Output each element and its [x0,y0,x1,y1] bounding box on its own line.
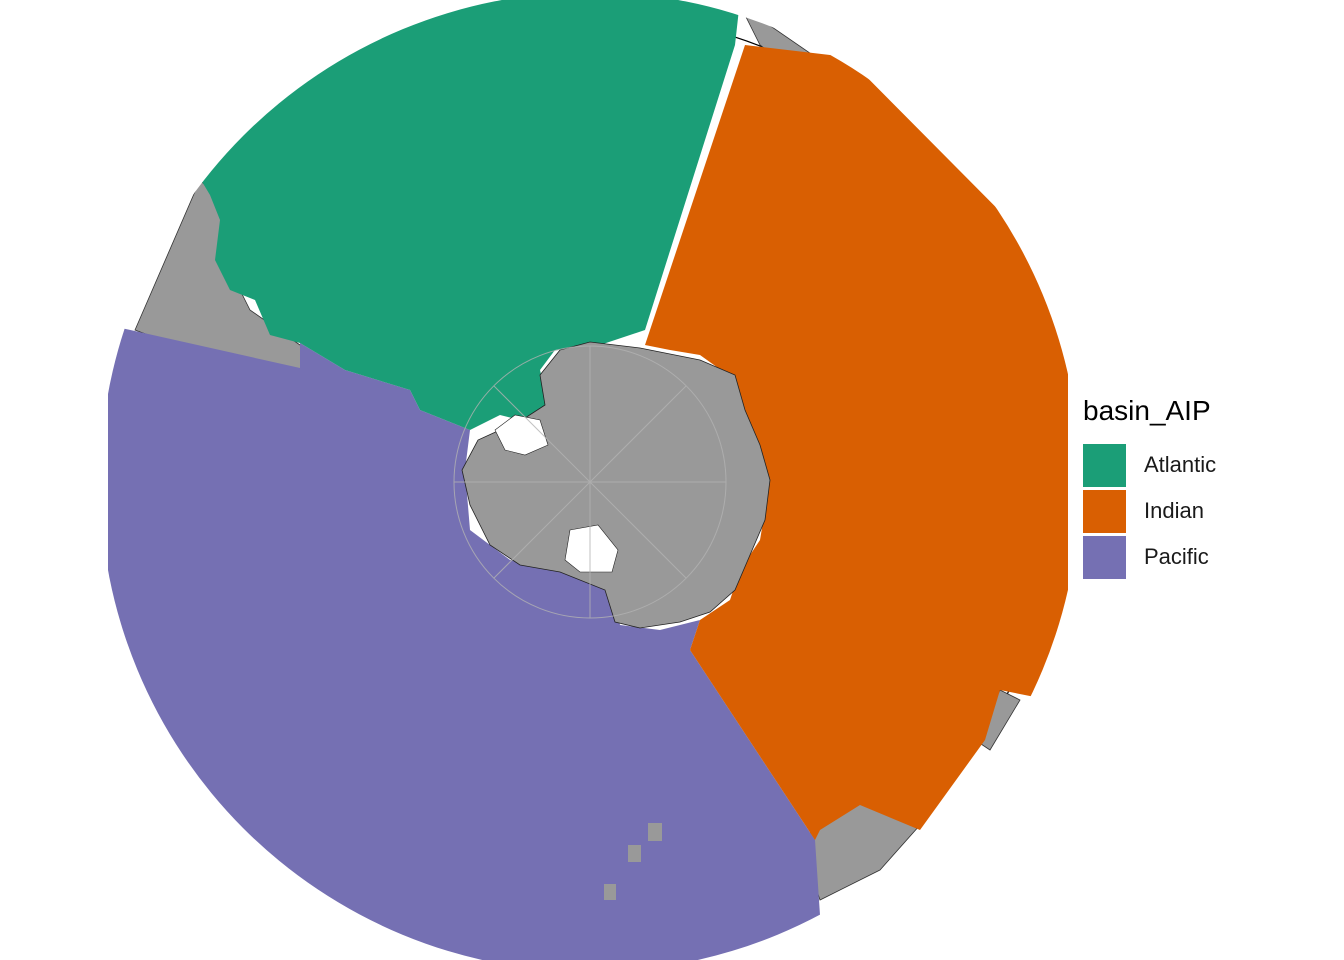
legend-key-pacific [1083,535,1126,579]
legend-label-atlantic: Atlantic [1144,452,1217,477]
graticule [453,345,727,619]
legend-item-atlantic: Atlantic [1083,442,1216,488]
legend-label-pacific: Pacific [1144,544,1209,569]
legend-item-indian: Indian [1083,488,1216,534]
island-3 [604,884,616,900]
region-atlantic[interactable] [195,0,740,430]
legend-label-indian: Indian [1144,498,1204,523]
legend-title: basin_AIP [1083,395,1211,426]
island-2 [628,845,641,862]
region-pacific[interactable] [108,325,820,960]
legend-key-atlantic [1083,443,1126,487]
legend-item-pacific: Pacific [1083,534,1216,580]
region-indian[interactable] [645,45,1068,840]
legend: basin_AIP Atlantic Indian Pacific [1083,394,1216,580]
island-1 [648,823,662,841]
weddell-sea [494,414,549,456]
ross-sea [564,524,619,573]
legend-key-indian [1083,489,1126,533]
